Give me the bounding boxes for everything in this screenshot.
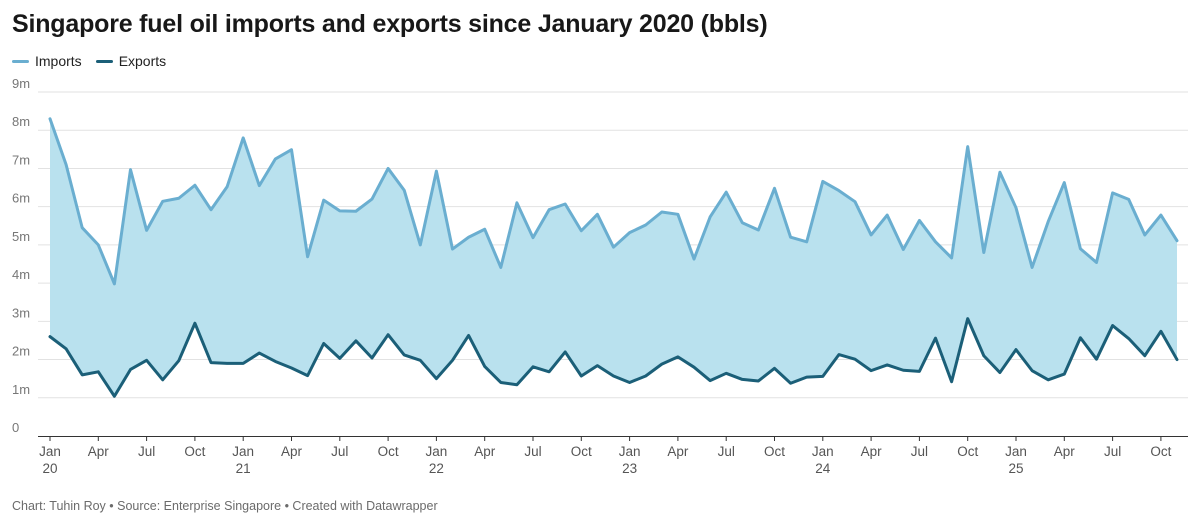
x-tick-label: Oct (957, 444, 978, 459)
legend-label-imports: Imports (35, 53, 82, 69)
y-tick-label: 7m (12, 152, 30, 167)
y-tick-label: 2m (12, 344, 30, 359)
x-tick-year-label: 22 (429, 461, 444, 476)
x-tick-year-label: 24 (815, 461, 831, 476)
legend-swatch-imports (12, 59, 29, 63)
chart-footer-credit: Chart: Tuhin Roy • Source: Enterprise Si… (12, 499, 438, 513)
y-tick-label: 0 (12, 420, 19, 435)
x-tick-label: Jan (812, 444, 834, 459)
legend-item-imports[interactable]: Imports (12, 53, 82, 69)
x-tick-label: Jul (1104, 444, 1121, 459)
imports-area (50, 118, 1177, 397)
x-tick-label: Oct (184, 444, 205, 459)
x-tick-year-label: 20 (42, 461, 57, 476)
x-tick-label: Apr (667, 444, 689, 459)
x-tick-label: Jul (524, 444, 541, 459)
x-tick-label: Jan (1005, 444, 1027, 459)
y-tick-label: 3m (12, 305, 30, 320)
x-tick-label: Oct (764, 444, 785, 459)
x-tick-label: Oct (378, 444, 399, 459)
x-tick-label: Jul (911, 444, 928, 459)
x-tick-label: Apr (474, 444, 496, 459)
y-tick-label: 4m (12, 267, 30, 282)
y-tick-label: 1m (12, 382, 30, 397)
x-tick-label: Oct (1150, 444, 1171, 459)
x-tick-label: Jan (39, 444, 61, 459)
exports-line (48, 317, 1179, 398)
x-tick-label: Apr (88, 444, 110, 459)
chart-title: Singapore fuel oil imports and exports s… (12, 10, 768, 38)
x-tick-label: Apr (861, 444, 883, 459)
x-tick-year-label: 25 (1008, 461, 1023, 476)
x-tick-label: Jul (138, 444, 155, 459)
x-tick-year-label: 21 (236, 461, 251, 476)
imports-line (48, 117, 1179, 286)
x-tick-label: Oct (571, 444, 592, 459)
x-tick-label: Jul (718, 444, 735, 459)
y-tick-label: 5m (12, 229, 30, 244)
x-tick-label: Apr (281, 444, 303, 459)
x-tick-label: Jan (426, 444, 448, 459)
legend-swatch-exports (95, 59, 113, 63)
y-tick-label: 6m (12, 191, 30, 206)
x-tick-label: Jul (331, 444, 348, 459)
y-tick-label: 9m (12, 76, 30, 91)
x-tick-label: Apr (1054, 444, 1076, 459)
legend: Imports Exports (12, 53, 166, 69)
x-tick-label: Jan (232, 444, 254, 459)
legend-item-exports[interactable]: Exports (95, 53, 167, 69)
y-tick-label: 8m (12, 114, 30, 129)
legend-label-exports: Exports (118, 53, 167, 69)
x-tick-label: Jan (619, 444, 641, 459)
x-tick-year-label: 23 (622, 461, 637, 476)
